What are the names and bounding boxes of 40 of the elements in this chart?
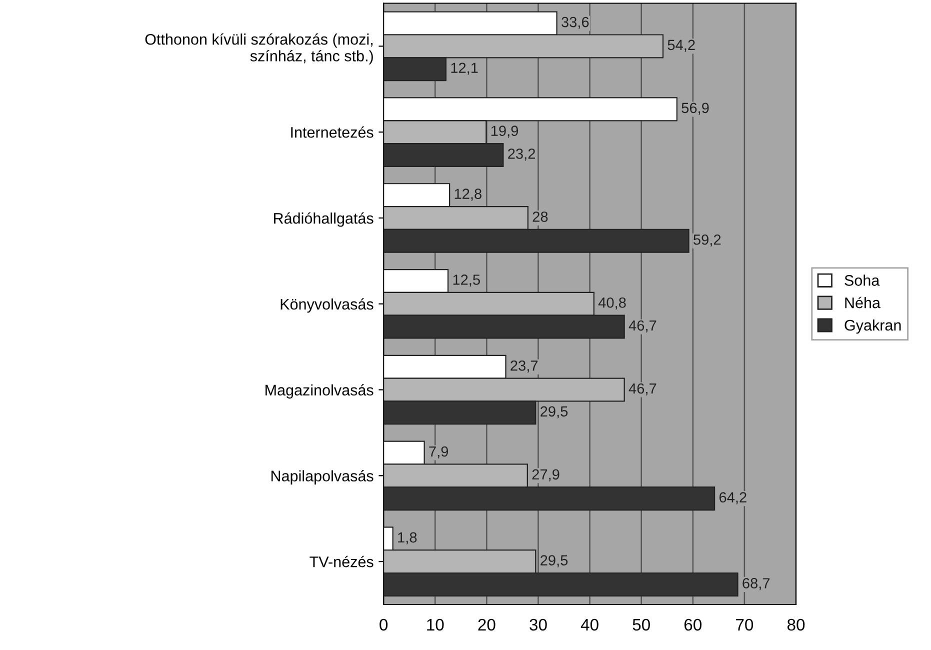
data-label: 12,8 bbox=[454, 188, 482, 201]
x-tick-label: 0 bbox=[380, 618, 388, 631]
data-label: 64,2 bbox=[719, 492, 746, 504]
data-label: 12,1 bbox=[451, 62, 478, 75]
data-label: 23,7 bbox=[510, 360, 538, 372]
y-tick-label: Könyvolvasás bbox=[280, 298, 374, 313]
data-label: 23,2 bbox=[508, 148, 535, 161]
data-label: 68,7 bbox=[742, 578, 770, 590]
x-tick-label: 80 bbox=[787, 618, 805, 631]
data-label: 59,2 bbox=[694, 234, 721, 247]
y-tick-label: Rádióhallgatás bbox=[274, 212, 374, 227]
data-label: 7,9 bbox=[429, 446, 448, 458]
legend-label: Gyakran bbox=[844, 319, 901, 334]
data-label: 56,9 bbox=[682, 102, 709, 115]
y-tick-label: Napilapolvasás bbox=[272, 470, 374, 484]
data-label: 1,8 bbox=[398, 532, 417, 544]
data-label: 54,2 bbox=[668, 40, 695, 52]
data-label: 29,5 bbox=[540, 555, 568, 568]
x-tick-label: 40 bbox=[580, 618, 598, 631]
x-tick-label: 20 bbox=[478, 618, 496, 631]
x-tick-label: 70 bbox=[736, 618, 754, 631]
x-tick-label: 60 bbox=[684, 618, 702, 631]
x-tick-label: 10 bbox=[427, 618, 444, 631]
y-tick-label: TV-nézés bbox=[310, 556, 374, 568]
data-label: 29,5 bbox=[540, 406, 568, 418]
legend-label: Néha bbox=[845, 296, 880, 308]
data-label: 46,7 bbox=[628, 320, 656, 332]
data-label: 19,9 bbox=[491, 126, 518, 138]
y-tick-label: Magazinolvasás bbox=[266, 384, 374, 399]
x-tick-label: 50 bbox=[632, 618, 650, 631]
y-tick-label: Internetezés bbox=[291, 126, 374, 138]
data-label: 27,9 bbox=[532, 469, 560, 482]
y-tick-label: Otthonon kívüli szórakozás (mozi, színház, tánc stb.) bbox=[145, 33, 373, 64]
data-label: 46,7 bbox=[628, 383, 656, 396]
legend-label: Soha bbox=[844, 274, 880, 286]
x-tick-label: 30 bbox=[530, 618, 547, 631]
data-label: 40,8 bbox=[598, 297, 626, 310]
data-label: 12,5 bbox=[453, 274, 480, 287]
data-label: 33,6 bbox=[562, 16, 589, 29]
data-label: 28 bbox=[532, 212, 548, 222]
